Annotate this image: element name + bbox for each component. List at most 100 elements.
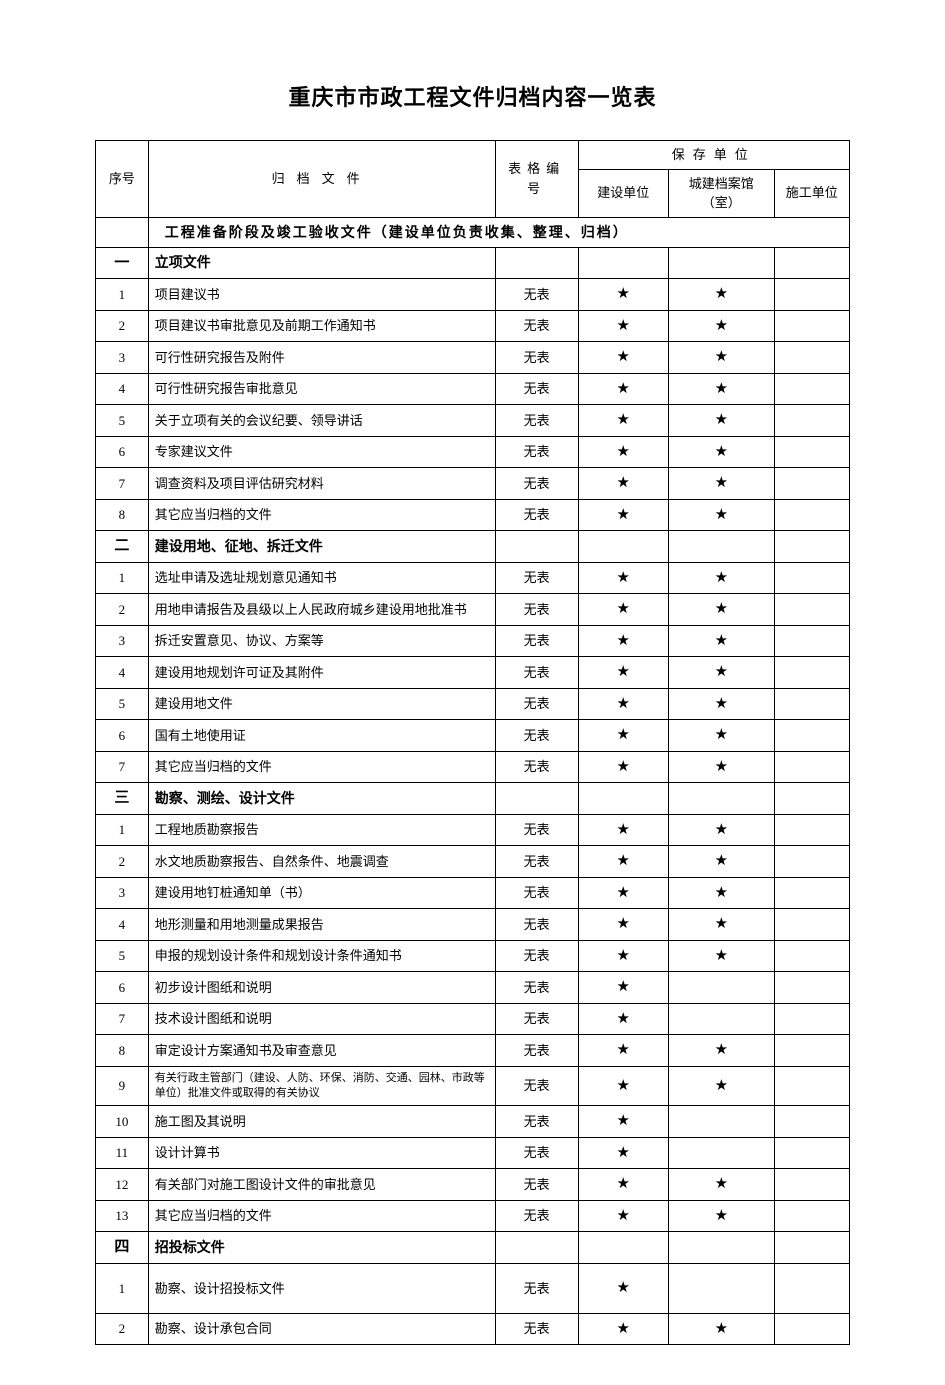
row-seq: 1 <box>96 279 149 311</box>
group-header-row: 二建设用地、征地、拆迁文件 <box>96 531 850 563</box>
row-file: 项目建议书 <box>148 279 495 311</box>
table-row: 12有关部门对施工图设计文件的审批意见无表★★ <box>96 1169 850 1201</box>
row-unit3 <box>774 751 849 783</box>
row-unit3 <box>774 1137 849 1169</box>
row-form: 无表 <box>495 1066 578 1106</box>
row-unit3 <box>774 1035 849 1067</box>
row-unit3 <box>774 279 849 311</box>
row-form: 无表 <box>495 468 578 500</box>
row-unit2 <box>669 1003 775 1035</box>
row-unit1: ★ <box>578 1035 668 1067</box>
row-form: 无表 <box>495 625 578 657</box>
row-unit1: ★ <box>578 468 668 500</box>
row-form: 无表 <box>495 751 578 783</box>
row-seq: 4 <box>96 657 149 689</box>
row-unit1: ★ <box>578 625 668 657</box>
row-unit1: ★ <box>578 1003 668 1035</box>
row-unit3 <box>774 909 849 941</box>
row-form: 无表 <box>495 499 578 531</box>
cell <box>495 531 578 563</box>
table-row: 2项目建议书审批意见及前期工作通知书无表★★ <box>96 310 850 342</box>
row-unit2: ★ <box>669 405 775 437</box>
table-row: 2水文地质勘察报告、自然条件、地震调查无表★★ <box>96 846 850 878</box>
table-row: 1工程地质勘察报告无表★★ <box>96 814 850 846</box>
cell <box>669 1232 775 1264</box>
row-form: 无表 <box>495 972 578 1004</box>
row-unit1: ★ <box>578 279 668 311</box>
row-unit2: ★ <box>669 814 775 846</box>
row-form: 无表 <box>495 720 578 752</box>
row-unit3 <box>774 688 849 720</box>
row-unit1: ★ <box>578 877 668 909</box>
group-header-row: 四招投标文件 <box>96 1232 850 1264</box>
row-seq: 4 <box>96 373 149 405</box>
row-unit1: ★ <box>578 562 668 594</box>
row-unit3 <box>774 342 849 374</box>
row-seq: 3 <box>96 625 149 657</box>
row-seq: 7 <box>96 1003 149 1035</box>
row-unit1: ★ <box>578 342 668 374</box>
row-seq: 7 <box>96 468 149 500</box>
section-header: 工程准备阶段及竣工验收文件（建设单位负责收集、整理、归档） <box>148 217 849 247</box>
row-unit2: ★ <box>669 1200 775 1232</box>
table-row: 1选址申请及选址规划意见通知书无表★★ <box>96 562 850 594</box>
table-row: 5申报的规划设计条件和规划设计条件通知书无表★★ <box>96 940 850 972</box>
row-form: 无表 <box>495 373 578 405</box>
table-row: 13其它应当归档的文件无表★★ <box>96 1200 850 1232</box>
section-header-row: 工程准备阶段及竣工验收文件（建设单位负责收集、整理、归档） <box>96 217 850 247</box>
table-row: 4可行性研究报告审批意见无表★★ <box>96 373 850 405</box>
cell <box>669 783 775 815</box>
row-unit1: ★ <box>578 1200 668 1232</box>
row-form: 无表 <box>495 1169 578 1201</box>
row-form: 无表 <box>495 405 578 437</box>
row-unit2: ★ <box>669 1313 775 1345</box>
row-unit1: ★ <box>578 814 668 846</box>
row-unit3 <box>774 1169 849 1201</box>
row-file: 施工图及其说明 <box>148 1106 495 1138</box>
row-unit2: ★ <box>669 751 775 783</box>
row-unit1: ★ <box>578 310 668 342</box>
table-row: 2用地申请报告及县级以上人民政府城乡建设用地批准书无表★★ <box>96 594 850 626</box>
row-unit1: ★ <box>578 657 668 689</box>
group-num: 四 <box>96 1232 149 1264</box>
row-form: 无表 <box>495 1313 578 1345</box>
table-row: 5关于立项有关的会议纪要、领导讲话无表★★ <box>96 405 850 437</box>
row-file: 项目建议书审批意见及前期工作通知书 <box>148 310 495 342</box>
row-form: 无表 <box>495 846 578 878</box>
row-unit2: ★ <box>669 594 775 626</box>
row-unit3 <box>774 814 849 846</box>
row-file: 用地申请报告及县级以上人民政府城乡建设用地批准书 <box>148 594 495 626</box>
row-unit3 <box>774 594 849 626</box>
row-unit2 <box>669 1137 775 1169</box>
row-file: 审定设计方案通知书及审查意见 <box>148 1035 495 1067</box>
row-form: 无表 <box>495 594 578 626</box>
table-row: 11设计计算书无表★ <box>96 1137 850 1169</box>
row-unit2: ★ <box>669 909 775 941</box>
row-unit1: ★ <box>578 688 668 720</box>
row-file: 地形测量和用地测量成果报告 <box>148 909 495 941</box>
table-row: 7技术设计图纸和说明无表★ <box>96 1003 850 1035</box>
row-file: 有关部门对施工图设计文件的审批意见 <box>148 1169 495 1201</box>
row-unit3 <box>774 499 849 531</box>
row-form: 无表 <box>495 940 578 972</box>
row-seq: 1 <box>96 1263 149 1313</box>
row-file: 拆迁安置意见、协议、方案等 <box>148 625 495 657</box>
row-unit3 <box>774 436 849 468</box>
page-title: 重庆市市政工程文件归档内容一览表 <box>95 80 850 112</box>
group-header-row: 三勘察、测绘、设计文件 <box>96 783 850 815</box>
table-row: 8审定设计方案通知书及审查意见无表★★ <box>96 1035 850 1067</box>
table-row: 4建设用地规划许可证及其附件无表★★ <box>96 657 850 689</box>
cell <box>495 783 578 815</box>
row-unit2: ★ <box>669 310 775 342</box>
cell <box>578 531 668 563</box>
table-row: 3可行性研究报告及附件无表★★ <box>96 342 850 374</box>
row-unit2: ★ <box>669 562 775 594</box>
row-unit2: ★ <box>669 373 775 405</box>
row-file: 选址申请及选址规划意见通知书 <box>148 562 495 594</box>
row-unit2: ★ <box>669 342 775 374</box>
row-unit2: ★ <box>669 940 775 972</box>
row-seq: 5 <box>96 405 149 437</box>
row-unit2: ★ <box>669 499 775 531</box>
header-unit3: 施工单位 <box>774 169 849 217</box>
row-unit3 <box>774 720 849 752</box>
